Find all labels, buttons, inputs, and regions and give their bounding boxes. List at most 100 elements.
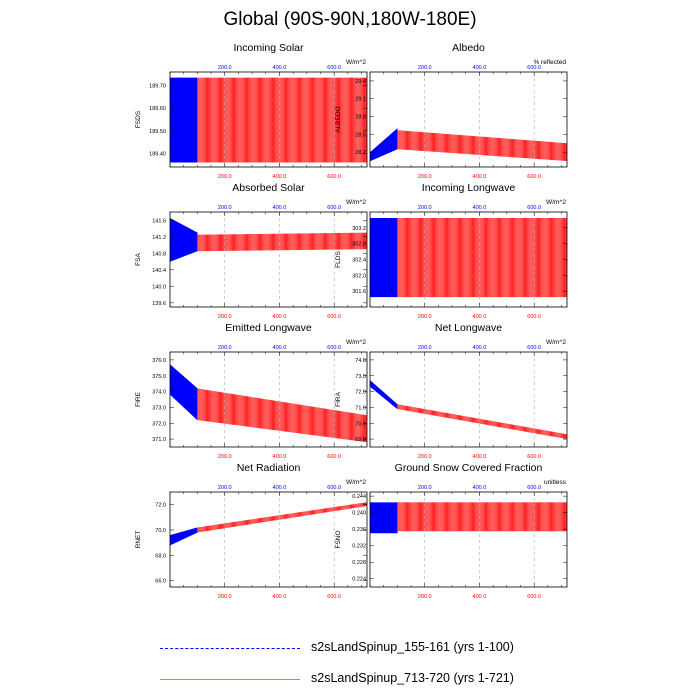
y-tick-label: 0.244 [352, 494, 366, 500]
panel-title: Incoming Longwave [422, 182, 516, 194]
x-tick-label-top: 600.0 [327, 65, 341, 71]
x-tick-label: 200.0 [218, 454, 232, 460]
chart-panels: Incoming Solar W/m^2 FSDS 200.0 200.0 400.0 40… [135, 42, 568, 600]
x-tick-label: 600.0 [327, 314, 341, 320]
panel-units: W/m^2 [346, 479, 366, 486]
y-tick-label: 69.0 [355, 437, 366, 443]
y-tick-label: 140.0 [152, 284, 166, 290]
x-tick-label-top: 400.0 [473, 205, 487, 211]
chart-panel: Absorbed Solar W/m^2 FSA 200.0 200.0 400.0 400… [135, 182, 368, 320]
series-blue-line [170, 364, 198, 420]
panel-title: Absorbed Solar [232, 182, 305, 194]
y-tick-label: 139.6 [152, 301, 166, 307]
y-tick-label: 68.0 [155, 553, 166, 559]
plot-frame [369, 71, 568, 168]
y-tick-label: 141.2 [152, 235, 166, 241]
series-blue-line [370, 380, 398, 409]
panel-units: W/m^2 [546, 339, 566, 346]
x-tick-label: 200.0 [418, 454, 432, 460]
x-tick-label: 400.0 [473, 594, 487, 600]
x-tick-label-top: 200.0 [418, 65, 432, 71]
plot-data [170, 77, 367, 163]
x-tick-label-top: 200.0 [218, 485, 232, 491]
series-red-line [197, 77, 367, 163]
x-tick-label-top: 600.0 [527, 65, 541, 71]
x-tick-label-top: 200.0 [218, 205, 232, 211]
y-tick-label: 0.236 [352, 527, 366, 533]
chart-panel: Incoming Longwave W/m^2 FLDS 200.0 200.0 400.… [335, 182, 568, 320]
x-tick-label-top: 400.0 [473, 485, 487, 491]
x-tick-label: 400.0 [273, 454, 287, 460]
y-tick-label: 303.2 [352, 226, 366, 232]
legend-line-red [160, 679, 300, 680]
panel-units: unitless [544, 479, 567, 486]
y-tick-label: 375.0 [152, 374, 166, 380]
x-tick-label-top: 600.0 [527, 485, 541, 491]
y-tick-label: 28.5 [355, 132, 366, 138]
chart-panel: Emitted Longwave W/m^2 FIRE 200.0 200.0 400.0… [135, 322, 368, 460]
panel-title: Incoming Solar [233, 42, 304, 54]
series-red-line [397, 217, 567, 298]
y-axis-label: FIRE [135, 391, 142, 406]
series-red-line [397, 404, 567, 440]
x-tick-label: 600.0 [327, 594, 341, 600]
y-tick-label: 140.4 [152, 268, 166, 274]
series-blue-line [170, 218, 198, 262]
x-tick-label: 400.0 [473, 174, 487, 180]
y-tick-label: 302.4 [352, 258, 366, 264]
x-tick-label: 600.0 [527, 314, 541, 320]
panel-units: % reflected [533, 59, 566, 66]
x-tick-label: 400.0 [273, 174, 287, 180]
series-blue-line [170, 527, 198, 546]
x-tick-label: 600.0 [327, 174, 341, 180]
y-tick-label: 66.0 [155, 579, 166, 585]
x-tick-label: 200.0 [218, 594, 232, 600]
y-tick-label: 301.6 [352, 289, 366, 295]
y-tick-label: 141.6 [152, 218, 166, 224]
x-tick-label: 200.0 [218, 314, 232, 320]
y-axis-label: FIRA [335, 391, 342, 406]
series-blue-line [370, 217, 398, 298]
y-axis-label: ALBEDO [335, 106, 342, 132]
panel-title: Ground Snow Covered Fraction [395, 462, 543, 474]
x-tick-label: 200.0 [418, 174, 432, 180]
plot-data [370, 217, 567, 298]
y-tick-label: 189.60 [149, 106, 166, 112]
panel-title: Net Longwave [435, 322, 502, 334]
x-tick-label-top: 200.0 [218, 345, 232, 351]
page-title: Global (90S-90N,180W-180E) [223, 9, 477, 30]
panel-units: W/m^2 [346, 59, 366, 66]
y-tick-label: 70.0 [355, 421, 366, 427]
y-tick-label: 71.0 [355, 405, 366, 411]
x-tick-label-top: 600.0 [527, 205, 541, 211]
y-tick-label: 189.50 [149, 129, 166, 135]
x-tick-label: 600.0 [527, 174, 541, 180]
y-tick-label: 189.70 [149, 84, 166, 90]
series-red-line [197, 232, 367, 252]
x-tick-label: 200.0 [218, 174, 232, 180]
x-tick-label-top: 600.0 [327, 345, 341, 351]
y-tick-label: 0.224 [352, 577, 366, 583]
plot-data [170, 218, 367, 262]
series-red-line [197, 502, 367, 533]
y-tick-label: 376.0 [152, 358, 166, 364]
y-tick-label: 28.2 [355, 150, 366, 156]
x-tick-label: 200.0 [418, 314, 432, 320]
x-tick-label: 600.0 [527, 594, 541, 600]
y-tick-label: 28.8 [355, 115, 366, 121]
x-tick-label: 400.0 [473, 454, 487, 460]
y-tick-label: 72.0 [155, 503, 166, 509]
y-tick-label: 371.0 [152, 437, 166, 443]
y-tick-label: 29.1 [355, 97, 366, 103]
y-tick-label: 374.0 [152, 390, 166, 396]
y-axis-label: FSNO [335, 530, 342, 548]
y-axis-label: FSDS [135, 110, 142, 128]
chart-panel: Incoming Solar W/m^2 FSDS 200.0 200.0 400.0 40… [135, 42, 368, 180]
y-tick-label: 140.8 [152, 251, 166, 257]
plot-data [370, 380, 567, 440]
chart-panel: Net Radiation W/m^2 RNET 200.0 200.0 400.0 400… [135, 462, 368, 600]
y-tick-label: 73.0 [355, 374, 366, 380]
y-tick-label: 0.232 [352, 544, 366, 550]
y-tick-label: 70.0 [155, 528, 166, 534]
